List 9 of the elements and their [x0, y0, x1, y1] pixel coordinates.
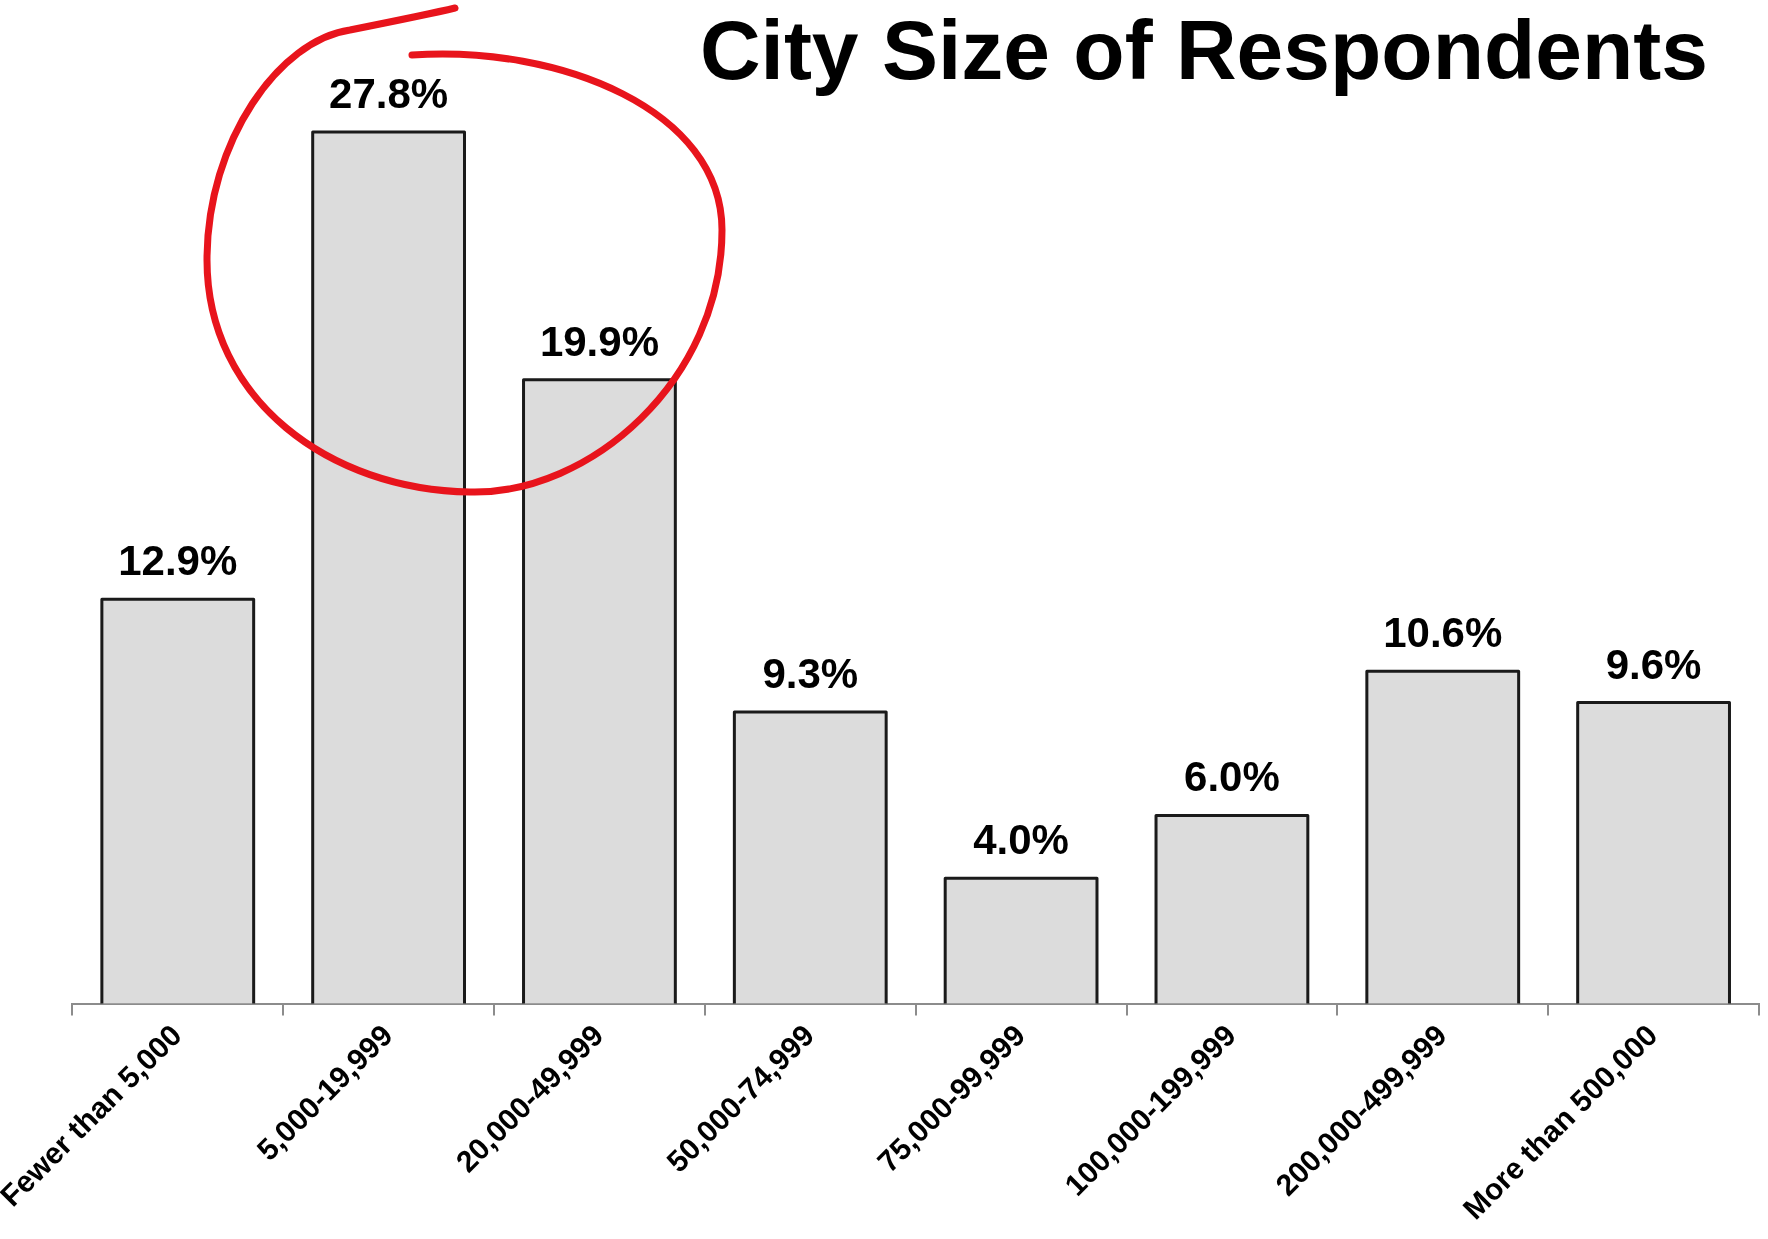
data-label: 9.6% — [1605, 640, 1702, 688]
chart-title: City Size of Respondents — [699, 3, 1708, 97]
data-label: 9.3% — [762, 650, 859, 698]
data-label: 4.0% — [973, 816, 1069, 864]
data-label: 10.6% — [1383, 609, 1503, 657]
data-label: 27.8% — [329, 69, 449, 117]
data-label: 6.0% — [1184, 753, 1280, 801]
data-label: 19.9% — [539, 317, 659, 365]
data-label: 12.9% — [118, 537, 238, 585]
